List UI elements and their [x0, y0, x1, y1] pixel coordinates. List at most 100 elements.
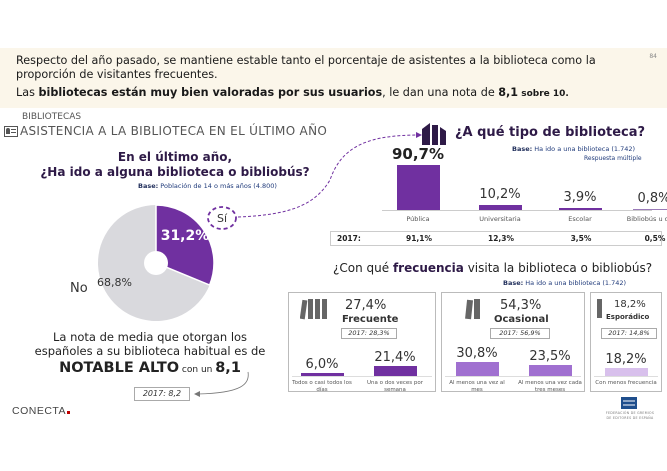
base-label: Base: [138, 182, 159, 190]
type-2017-value-0: 91,1% [405, 234, 433, 243]
frequency-title: ¿Con qué frecuencia visita la biblioteca… [333, 261, 652, 275]
attendance-pie-chart: 31,2% 68,8% No Sí [70, 204, 237, 321]
freq-category-2: Al menos una vez al mes [449, 380, 505, 393]
freq-bar-label-4: 18,2% [605, 351, 647, 367]
group-total-frecuente: 27,4% [345, 298, 387, 313]
type-bar-0 [396, 165, 440, 210]
fgee-logo-icon [621, 397, 637, 409]
type-bar-1 [478, 204, 522, 210]
conecta-dot [67, 411, 71, 414]
pie-label-si: 31,2% [161, 228, 210, 244]
type-title: ¿A qué tipo de biblioteca? [455, 125, 646, 140]
type-bar-chart: 90,7% Pública 10,2% Universitaria 3,9% Escola… [380, 145, 667, 229]
summary-suffix: sobre 10. [518, 89, 569, 99]
arrow-head-icon [416, 132, 422, 138]
type-bar-label-0: 90,7% [391, 145, 445, 163]
freq-bar-3 [528, 365, 572, 376]
row-2017-label: 2017: [337, 234, 361, 243]
freq-bar-2 [455, 362, 499, 376]
type-note: Respuesta múltiple [584, 155, 642, 162]
attendance-title-line-1: En el último año, [117, 150, 233, 164]
fgee-line-2: DE EDITORES DE ESPAÑA [606, 416, 654, 420]
rating-arrow-head-icon [194, 391, 200, 397]
freq-bar-1 [373, 366, 417, 376]
freq-category-0: Todos o casi todos los días [292, 380, 352, 393]
pie-category-no: No [70, 281, 88, 296]
summary-line-1: Respecto del año pasado, se mantiene est… [16, 54, 596, 81]
pie-label-no: 68,8% [97, 276, 132, 289]
summary-mid: , le dan una nota de [382, 86, 499, 99]
freq-bar-label-0: 6,0% [305, 357, 339, 373]
rating-arrow-path [197, 371, 249, 395]
rating-bold: NOTABLE ALTO [59, 360, 180, 376]
section-title: ASISTENCIA A LA BIBLIOTECA EN EL ÚLTIMO … [4, 124, 327, 138]
fgee-logo-text: FEDERACIÓN DE GREMIOS DE EDITORES DE ESP… [596, 411, 664, 421]
attendance-base: Base: Población de 14 o más años (4.800) [138, 182, 277, 190]
group-prev-frecuente: 2017: 28,3% [341, 328, 397, 339]
type-axis-line [382, 210, 652, 211]
attendance-title-line-2: ¿Ha ido a alguna biblioteca o bibliobús? [40, 165, 310, 179]
rating-arrow [194, 371, 249, 397]
rating-line-1: La nota de media que otorgan los [52, 330, 248, 344]
type-2017-value-1: 12,3% [487, 234, 515, 243]
summary-bold: bibliotecas están muy bien valoradas por… [38, 86, 383, 99]
type-2017-row: 2017: 91,1% 12,3% 3,5% 0,5% [330, 231, 665, 246]
freq-bar-0 [300, 373, 344, 376]
freq-category-1: Una o dos veces por semana [367, 380, 423, 393]
group-prev-ocasional: 2017: 56,9% [490, 328, 550, 339]
fgee-line-1: FEDERACIÓN DE GREMIOS [605, 411, 655, 415]
freq-title-bold: frecuencia [392, 261, 464, 275]
base-text: Ha ido a una biblioteca (1.742) [525, 279, 627, 287]
freq-title-prefix: ¿Con qué [333, 261, 393, 275]
group-name-frecuente: Frecuente [342, 314, 399, 325]
section-label: BIBLIOTECAS [22, 112, 82, 122]
book-one-icon [597, 299, 602, 318]
type-bar-label-1: 10,2% [479, 186, 521, 202]
conecta-logo-text: CONECTA [12, 405, 67, 417]
rating-mid: con un [179, 365, 216, 375]
pie-slice-si [155, 204, 215, 287]
frequency-bar-chart: 6,0% Todos o casi todos los días 21,4% Una … [288, 340, 664, 395]
frequency-base: Base: Ha ido a una biblioteca (1.742) [503, 279, 626, 287]
rating-2017-box: 2017: 8,2 [134, 387, 190, 401]
freq-axis-2 [445, 376, 581, 377]
type-2017-value-3: 0,5% [644, 234, 666, 243]
type-base: Base: Ha ido a una biblioteca (1.742) [512, 145, 635, 153]
conecta-logo: CONECTA [12, 405, 71, 417]
section-title-text: ASISTENCIA A LA BIBLIOTECA EN EL ÚLTIMO … [20, 124, 328, 138]
freq-category-3: Al menos una vez cada tres meses [518, 380, 582, 393]
freq-axis-3 [594, 376, 658, 377]
pie-category-si: Sí [217, 212, 228, 225]
group-prev-esporadico: 2017: 14,8% [601, 328, 657, 339]
group-total-ocasional: 54,3% [500, 298, 542, 313]
summary-line-2: Las bibliotecas están muy bien valoradas… [16, 86, 636, 101]
base-label: Base: [503, 279, 524, 287]
id-card-icon [4, 125, 18, 137]
type-category-2: Escolar [568, 215, 592, 223]
summary-banner: Respecto del año pasado, se mantiene est… [0, 48, 667, 108]
base-label: Base: [512, 145, 533, 153]
type-category-0: Pública [406, 215, 430, 223]
connector-path [237, 134, 421, 218]
base-text: Ha ido a una biblioteca (1.742) [534, 145, 636, 153]
rating-line-2: españoles a su biblioteca habitual es de [34, 344, 266, 358]
freq-axis-1 [292, 376, 432, 377]
base-text: Población de 14 o más años (4.800) [160, 182, 277, 190]
rating-score: 8,1 [215, 360, 241, 376]
type-bar-2 [558, 208, 602, 210]
freq-category-4: Con menos frecuencia [595, 380, 657, 386]
summary-score: 8,1 [498, 86, 519, 99]
type-category-1: Universitaria [479, 215, 521, 223]
freq-title-suffix: visita la biblioteca o bibliobús? [463, 261, 653, 275]
type-bar-label-2: 3,9% [563, 190, 597, 206]
summary-prefix: Las [16, 86, 39, 99]
group-name-esporadico: Esporádico [606, 313, 650, 321]
si-dashed-circle [207, 206, 237, 230]
type-bar-3 [632, 208, 667, 210]
type-bar-label-3: 0,8% [637, 190, 667, 206]
connector-arrow [237, 132, 422, 218]
freq-bar-label-2: 30,8% [456, 346, 498, 361]
group-total-esporadico: 18,2% [614, 299, 646, 310]
group-name-ocasional: Ocasional [494, 314, 549, 325]
attendance-title: En el último año, ¿Ha ido a alguna bibli… [40, 150, 310, 180]
